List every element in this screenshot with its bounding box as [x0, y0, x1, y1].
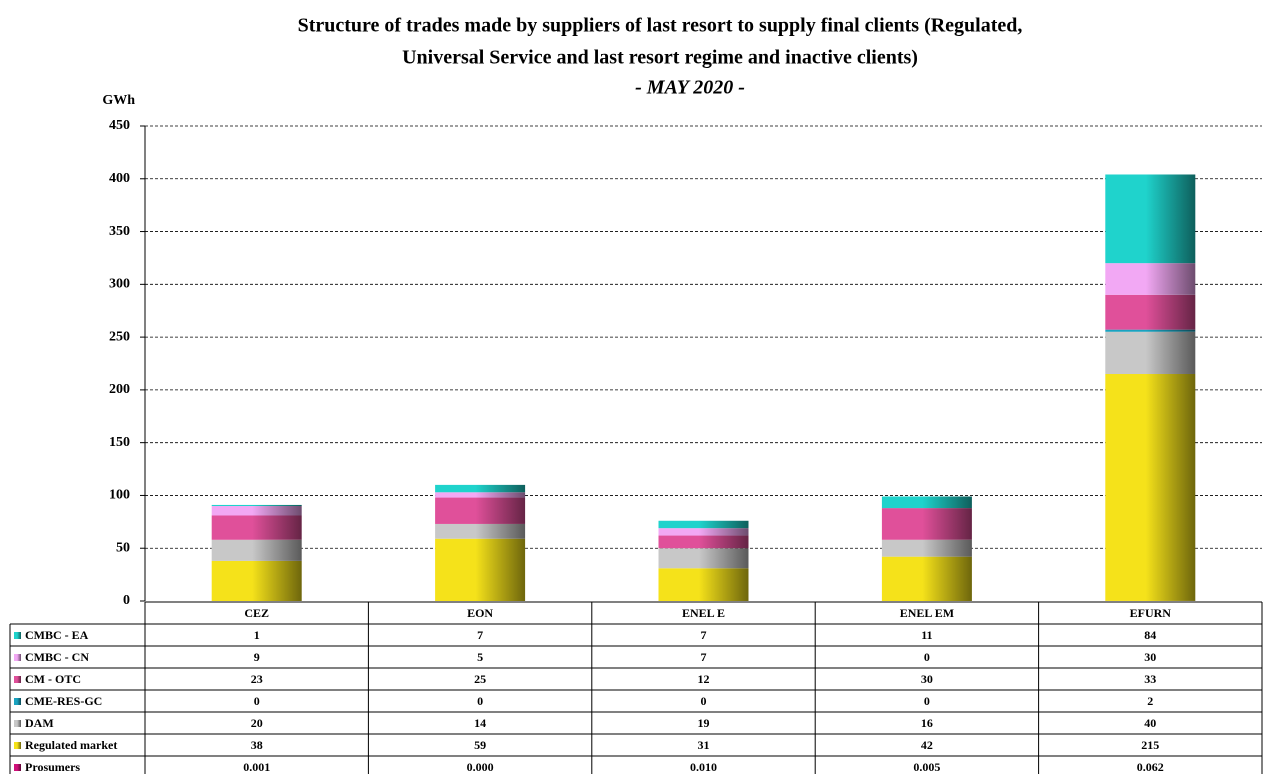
legend-swatch — [14, 698, 21, 705]
bar-segment — [435, 492, 526, 498]
chart-title: Structure of trades made by suppliers of… — [298, 15, 1023, 37]
legend-swatch — [14, 654, 21, 661]
table-value: 0.010 — [690, 760, 717, 774]
table-value: 19 — [698, 716, 710, 730]
bar-segment — [1105, 174, 1196, 264]
table-value: 33 — [1144, 672, 1156, 686]
table-value: 38 — [251, 738, 263, 752]
table-value: 84 — [1144, 628, 1156, 642]
x-tick-label: ENEL EM — [900, 606, 954, 620]
table-value: 12 — [698, 672, 710, 686]
table-value: 9 — [254, 650, 260, 664]
bar-segment — [211, 505, 302, 516]
table-value: 0 — [924, 650, 930, 664]
y-tick-label: 300 — [109, 277, 130, 292]
bar-segment — [1105, 263, 1196, 295]
legend-swatch — [14, 632, 21, 639]
y-tick-label: 250 — [109, 329, 130, 344]
x-tick-label: CEZ — [244, 606, 269, 620]
table-value: 25 — [474, 672, 486, 686]
bar-segment — [435, 538, 526, 601]
y-tick-label: 100 — [109, 488, 130, 503]
y-tick-label: 200 — [109, 382, 130, 397]
bar-segment — [658, 568, 749, 601]
bar-segment — [1105, 331, 1196, 374]
table-value: 0 — [924, 694, 930, 708]
table-value: 5 — [477, 650, 483, 664]
table-value: 20 — [251, 716, 263, 730]
x-tick-label: EON — [467, 606, 493, 620]
legend-swatch — [14, 676, 21, 683]
bar-segment — [881, 508, 972, 540]
table-value: 2 — [1147, 694, 1153, 708]
bar-segment — [658, 548, 749, 569]
bar-segment — [881, 556, 972, 601]
table-value: 30 — [1144, 650, 1156, 664]
bar-segment — [1105, 329, 1196, 332]
bar-segment — [1105, 373, 1196, 601]
y-tick-label: 50 — [116, 540, 130, 555]
bar-segment — [211, 539, 302, 561]
table-value: 7 — [701, 628, 707, 642]
bar-segment — [211, 515, 302, 540]
x-tick-label: ENEL E — [682, 606, 725, 620]
bar-segment — [658, 535, 749, 549]
y-tick-label: 350 — [109, 224, 130, 239]
bar-segment — [211, 560, 302, 601]
table-value: 0 — [477, 694, 483, 708]
table-value: 11 — [921, 628, 932, 642]
legend-label: Prosumers — [25, 760, 80, 774]
x-tick-label: EFURN — [1130, 606, 1172, 620]
table-value: 16 — [921, 716, 933, 730]
table-value: 0.001 — [243, 760, 270, 774]
legend-label: DAM — [25, 716, 54, 730]
legend-label: CME-RES-GC — [25, 694, 102, 708]
table-value: 42 — [921, 738, 933, 752]
table-value: 0.062 — [1137, 760, 1164, 774]
table-value: 7 — [701, 650, 707, 664]
table-value: 14 — [474, 716, 486, 730]
table-value: 215 — [1141, 738, 1159, 752]
legend-label: CM - OTC — [25, 672, 81, 686]
legend-label: CMBC - CN — [25, 650, 89, 664]
legend-swatch — [14, 742, 21, 749]
table-value: 1 — [254, 628, 260, 642]
bar-segment — [435, 497, 526, 524]
table-value: 23 — [251, 672, 263, 686]
table-value: 0.005 — [913, 760, 940, 774]
legend-label: CMBC - EA — [25, 628, 89, 642]
table-value: 0 — [701, 694, 707, 708]
y-tick-label: 400 — [109, 171, 130, 186]
table-value: 31 — [698, 738, 710, 752]
bar-segment — [435, 484, 526, 493]
table-value: 40 — [1144, 716, 1156, 730]
table-value: 0 — [254, 694, 260, 708]
y-axis-label: GWh — [102, 93, 135, 108]
table-value: 7 — [477, 628, 483, 642]
bar-segment — [881, 539, 972, 557]
bar-segment — [658, 520, 749, 529]
legend-swatch — [14, 720, 21, 727]
bar-segment — [1105, 294, 1196, 330]
y-tick-label: 150 — [109, 435, 130, 450]
table-value: 30 — [921, 672, 933, 686]
table-value: 0.000 — [467, 760, 494, 774]
y-tick-label: 0 — [123, 593, 130, 608]
chart-title: Universal Service and last resort regime… — [402, 47, 918, 69]
bar-segment — [881, 496, 972, 509]
legend-swatch — [14, 764, 21, 771]
bar-segment — [658, 528, 749, 536]
legend-label: Regulated market — [25, 738, 117, 752]
chart-subtitle: - MAY 2020 - — [635, 77, 745, 99]
bar-segment — [435, 523, 526, 539]
table-value: 59 — [474, 738, 486, 752]
y-tick-label: 450 — [109, 118, 130, 133]
bar-segment — [211, 504, 302, 506]
